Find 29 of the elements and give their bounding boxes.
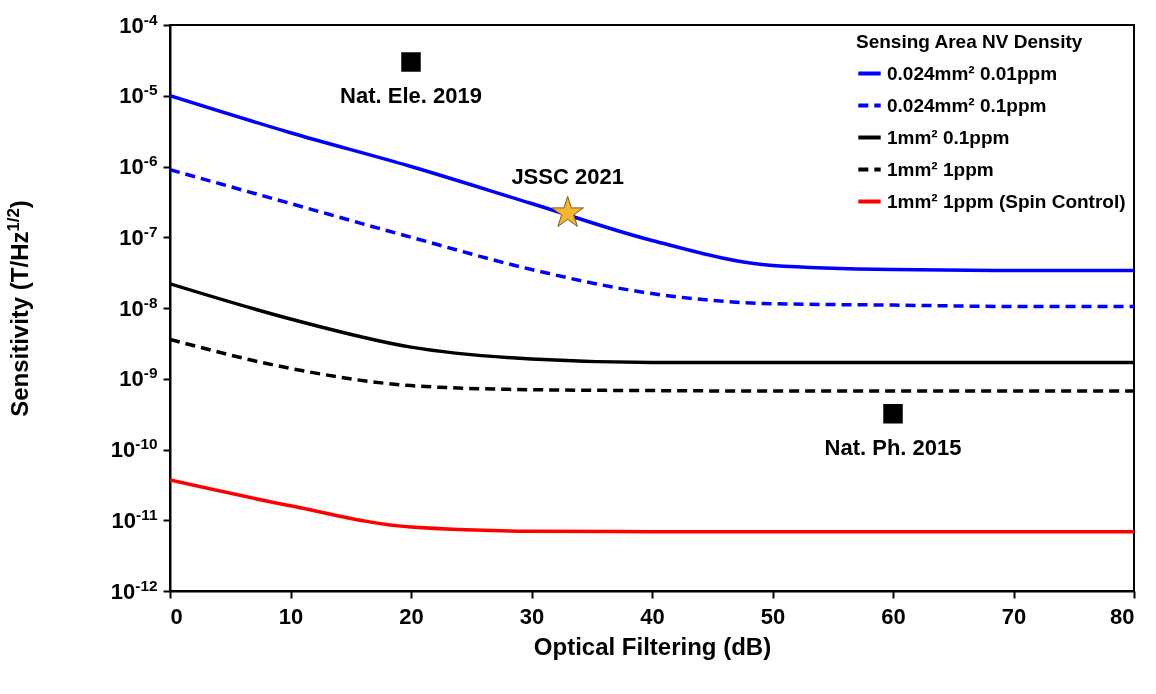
y-tick-label: 10$^{-6}$: [119, 151, 158, 179]
y-tick-label: 10$^{-8}$: [119, 293, 158, 321]
x-tick-label: 30: [519, 603, 545, 629]
line-series: [170, 478, 1134, 534]
y-tick-label: 10$^{-11}$: [111, 505, 158, 533]
y-tick-label: 10$^{-10}$: [110, 434, 158, 462]
y-tick-label: 10$^{-4}$: [119, 10, 158, 38]
legend-label: 1mm² 1ppm (Spin Control): [887, 190, 1126, 212]
x-tick-label: 50: [760, 603, 786, 629]
x-tick-label: 10: [278, 603, 304, 629]
x-tick-label: 80: [1110, 603, 1135, 629]
y-tick-label: 10$^{-7}$: [119, 222, 158, 250]
legend-title: Sensing Area NV Density: [856, 31, 1083, 52]
legend-label: 0.024mm² 0.01ppm: [887, 62, 1058, 84]
legend-label: 0.024mm² 0.1ppm: [887, 94, 1047, 116]
x-tick-label: 60: [881, 603, 906, 629]
legend-label: 1mm² 1ppm: [887, 158, 994, 180]
series-label: Nat. Ph. 2015: [824, 434, 962, 460]
y-tick-label: 10$^{-9}$: [119, 363, 158, 392]
y-tick-label: 10$^{-12}$: [110, 576, 158, 604]
x-tick-label: 40: [640, 603, 665, 629]
y-tick-label: 10$^{-5}$: [119, 80, 158, 109]
legend-label: 1mm² 0.1ppm: [887, 126, 1010, 148]
x-tick-label: 0: [170, 603, 183, 629]
x-tick-label: 20: [399, 603, 424, 629]
x-tick-label: 70: [1001, 603, 1027, 629]
series-label: JSSC 2021: [511, 164, 624, 190]
series-label: Nat. Ele. 2019: [340, 82, 482, 108]
x-axis-title: Optical Filtering (dB): [533, 632, 772, 660]
